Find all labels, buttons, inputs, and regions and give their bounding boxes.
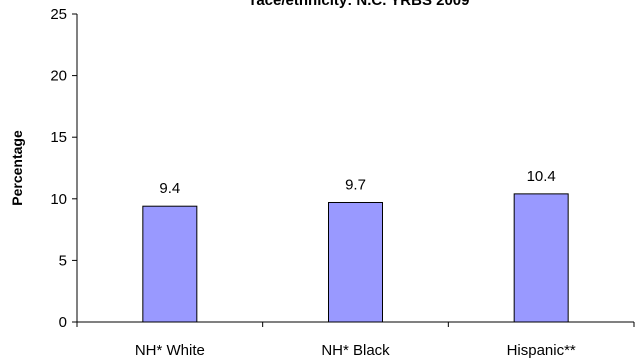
y-axis-ticks: 0 5 10 15 20 25 <box>50 6 77 331</box>
data-label: 9.4 <box>159 180 180 197</box>
y-tick-label: 0 <box>59 314 67 331</box>
bar <box>513 193 569 323</box>
y-tick-label: 15 <box>50 129 67 146</box>
x-axis-ticks: NH* White NH* Black Hispanic** <box>76 322 635 359</box>
y-tick-label: 25 <box>50 6 67 23</box>
y-tick-label: 5 <box>59 252 67 269</box>
data-label: 10.4 <box>527 168 556 185</box>
y-tick-label: 10 <box>50 191 67 208</box>
bar <box>328 201 383 323</box>
chart-title: race/ethnicity: N.C. YRBS 2009 <box>251 0 470 9</box>
x-tick-label: Hispanic** <box>507 342 576 359</box>
data-label: 9.7 <box>345 176 366 193</box>
x-tick-label: NH* White <box>135 342 205 359</box>
bars-group: 9.4 9.7 10.4 <box>142 168 569 323</box>
y-tick-label: 20 <box>50 68 67 85</box>
x-tick-label: NH* Black <box>321 342 390 359</box>
bar <box>142 205 198 323</box>
y-axis-label: Percentage <box>9 130 25 206</box>
